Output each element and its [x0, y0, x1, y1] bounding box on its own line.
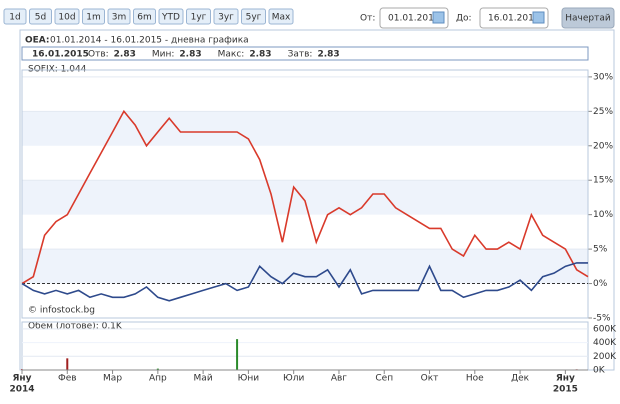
- info-label: Мин:: [152, 50, 175, 60]
- x-tick-label: Авг: [331, 374, 347, 384]
- year-label: 2015: [553, 385, 578, 395]
- info-row: [21, 46, 589, 61]
- y-tick-label: 15%: [593, 176, 613, 186]
- info-label: Отв:: [88, 50, 109, 60]
- range-button-label: Мах: [272, 13, 291, 23]
- x-tick-label: Яну: [556, 374, 575, 384]
- draw-button-label: Начертай: [565, 14, 611, 24]
- volume-bar: [236, 339, 239, 370]
- from-label: От:: [360, 14, 375, 24]
- grid-band: [22, 249, 588, 284]
- range-button-label: 1m: [86, 13, 101, 23]
- range-button-label: 5d: [35, 13, 46, 23]
- y-tick-label: 10%: [593, 210, 613, 220]
- x-tick-label: Яну: [12, 374, 31, 384]
- range-button[interactable]: [241, 8, 266, 25]
- y-tick-label: 0%: [593, 279, 608, 289]
- y-tick-label: -5%: [593, 314, 611, 324]
- range-button[interactable]: [82, 8, 105, 25]
- volume-bar: [156, 368, 159, 370]
- x-tick-label: Май: [194, 374, 213, 384]
- y-tick-label: 25%: [593, 107, 613, 117]
- volume-bar: [66, 358, 69, 370]
- to-input[interactable]: [479, 7, 549, 29]
- range-button[interactable]: [213, 8, 239, 25]
- x-tick-label: Мар: [103, 374, 122, 384]
- x-tick-label: Апр: [149, 374, 167, 384]
- volume-label: Обем (лотове): 0.1K: [28, 322, 123, 332]
- calendar-icon[interactable]: [432, 11, 445, 24]
- from-value: 01.01.2014: [388, 14, 440, 24]
- range-button-label: 5уг: [246, 13, 262, 23]
- range-button-label: 1d: [9, 13, 20, 23]
- x-tick-label: Юли: [283, 374, 304, 384]
- volume-tick-label: 0K: [593, 366, 606, 376]
- range-button[interactable]: [133, 8, 156, 25]
- y-tick-label: 5%: [593, 245, 608, 255]
- info-date: 16.01.2015: [32, 50, 89, 60]
- subtitle: 01.01.2014 - 16.01.2015 - дневна графика: [50, 36, 249, 46]
- info-value: 2.83: [249, 50, 271, 60]
- info-value: 2.83: [317, 50, 339, 60]
- range-button-label: 6m: [137, 13, 152, 23]
- info-value: 2.83: [179, 50, 201, 60]
- volume-tick-label: 600K: [593, 324, 617, 334]
- range-button[interactable]: [186, 8, 211, 25]
- range-button-label: 1уг: [191, 13, 207, 23]
- range-button-label: 3уг: [218, 13, 234, 23]
- symbol: OEA:: [25, 36, 50, 46]
- y-tick-label: 30%: [593, 72, 613, 82]
- info-label: Макс:: [218, 50, 245, 60]
- plot-frame: [21, 69, 589, 319]
- range-button-label: YTD: [161, 13, 180, 23]
- volume-tick-label: 400K: [593, 338, 617, 348]
- to-label: До:: [456, 14, 472, 24]
- year-label: 2014: [9, 385, 34, 395]
- calendar-icon[interactable]: [532, 11, 545, 24]
- range-button[interactable]: [107, 8, 131, 25]
- x-tick-label: Дек: [511, 374, 530, 384]
- range-button-label: 3m: [112, 13, 127, 23]
- x-tick-label: Фев: [58, 374, 77, 384]
- x-tick-label: Ное: [466, 374, 484, 384]
- draw-button[interactable]: [561, 7, 615, 29]
- x-tick-label: Сеп: [375, 374, 393, 384]
- from-input[interactable]: [379, 7, 449, 29]
- info-value: 2.83: [114, 50, 136, 60]
- line-series: [21, 109, 589, 285]
- line-series: [21, 262, 588, 302]
- range-button[interactable]: [3, 8, 27, 25]
- x-tick-label: Окт: [421, 374, 439, 384]
- y-tick-label: 20%: [593, 141, 613, 151]
- range-button-label: 10d: [58, 13, 75, 23]
- volume-tick-label: 200K: [593, 352, 617, 362]
- watermark: © infostock.bg: [28, 306, 95, 316]
- info-label: Затв:: [288, 50, 313, 60]
- x-tick-label: Юни: [238, 374, 260, 384]
- range-button[interactable]: [29, 8, 52, 25]
- range-button[interactable]: [54, 8, 80, 25]
- grid-band: [22, 180, 588, 215]
- range-button[interactable]: [158, 8, 184, 25]
- grid-band: [22, 111, 588, 146]
- range-button[interactable]: [268, 8, 294, 25]
- to-value: 16.01.2015: [488, 14, 540, 24]
